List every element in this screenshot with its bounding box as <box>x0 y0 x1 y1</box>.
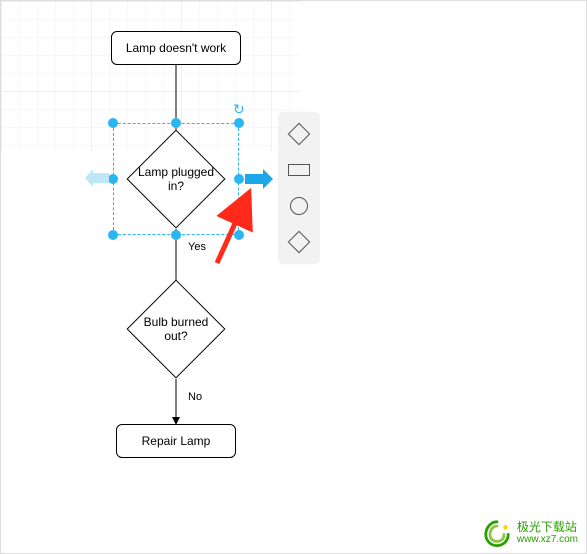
node-plugged-label: Lamp plugged in? <box>136 165 216 194</box>
selection-handle-n[interactable] <box>171 118 181 128</box>
flowchart-canvas[interactable]: Yes No Lamp doesn't work Lamp plugged in… <box>0 0 587 554</box>
edge-label-no: No <box>186 391 204 403</box>
selection-handle-w[interactable] <box>108 174 118 184</box>
node-start-label: Lamp doesn't work <box>126 41 226 55</box>
palette-diamond-2[interactable] <box>288 231 310 253</box>
dir-arrow-left[interactable] <box>85 169 109 187</box>
node-repair-label: Repair Lamp <box>142 434 211 448</box>
selection-handle-sw[interactable] <box>108 230 118 240</box>
node-start[interactable]: Lamp doesn't work <box>111 31 241 65</box>
shape-palette <box>279 113 319 263</box>
watermark-title: 极光下载站 <box>517 521 578 534</box>
selection-handle-se[interactable] <box>234 230 244 240</box>
watermark-url: www.xz7.com <box>517 534 578 545</box>
node-bulb-label: Bulb burned out? <box>136 315 216 344</box>
node-plugged[interactable]: Lamp plugged in? <box>126 129 226 229</box>
rotate-handle[interactable]: ↻ <box>233 101 245 118</box>
node-bulb[interactable]: Bulb burned out? <box>126 279 226 379</box>
watermark-logo-icon <box>483 519 511 547</box>
palette-rect[interactable] <box>288 159 310 181</box>
selection-handle-nw[interactable] <box>108 118 118 128</box>
palette-circle[interactable] <box>288 195 310 217</box>
selection-handle-e[interactable] <box>234 174 244 184</box>
selection-handle-s[interactable] <box>171 230 181 240</box>
selection-handle-ne[interactable] <box>234 118 244 128</box>
edge-label-yes: Yes <box>186 241 208 253</box>
dir-arrow-right[interactable] <box>245 169 273 189</box>
node-repair[interactable]: Repair Lamp <box>116 424 236 458</box>
watermark: 极光下载站 www.xz7.com <box>483 519 578 547</box>
palette-diamond[interactable] <box>288 123 310 145</box>
